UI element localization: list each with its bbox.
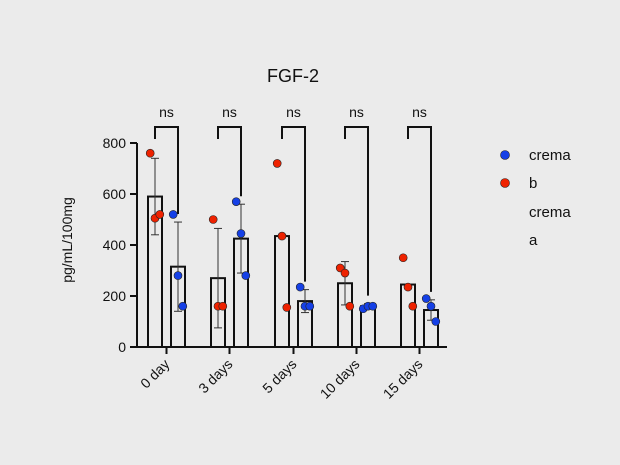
data-point-a	[241, 271, 251, 280]
data-point-a	[368, 301, 378, 311]
y-tick-label: 0	[118, 339, 126, 355]
data-point-a	[295, 282, 305, 292]
data-point-a	[231, 197, 241, 206]
y-tick-label: 400	[103, 237, 127, 253]
significance-bracket	[344, 126, 369, 296]
x-tick-label: 10 days	[317, 356, 363, 402]
chart-title: FGF-2	[267, 66, 319, 86]
bar-b	[274, 235, 290, 348]
y-tick-label: 800	[103, 135, 127, 151]
data-point-b	[277, 231, 287, 241]
significance-bracket	[154, 126, 179, 215]
x-tick-label: 5 days	[259, 356, 299, 396]
significance-label: ns	[286, 104, 301, 120]
bar-b	[400, 283, 416, 348]
data-point-b	[403, 282, 413, 292]
significance-bracket	[281, 126, 306, 282]
data-point-b	[145, 148, 155, 158]
legend-label: crema	[529, 147, 571, 164]
data-point-a	[421, 294, 431, 303]
data-point-a	[426, 301, 436, 311]
data-point-a	[431, 317, 441, 326]
data-point-b	[155, 210, 165, 219]
significance-bracket	[217, 126, 242, 197]
data-point-b	[408, 301, 418, 311]
data-point-a	[173, 271, 183, 280]
legend: crema b crema a	[500, 147, 571, 249]
x-tick-label: 0 day	[137, 356, 173, 392]
data-point-a	[178, 301, 188, 311]
data-point-b	[345, 301, 355, 311]
data-point-b	[218, 301, 228, 311]
data-point-a	[168, 210, 178, 219]
significance-label: ns	[412, 104, 427, 120]
plot-area: 0 200 400 600 800 0 day ns 3 days ns 5 days ns 10 d…	[103, 104, 447, 402]
data-point-b	[340, 268, 350, 278]
x-tick-label: 15 days	[380, 356, 426, 402]
legend-label: crema	[529, 204, 571, 221]
data-point-b	[282, 303, 292, 312]
data-point-b	[272, 159, 282, 168]
y-axis-label: pg/mL/100mg	[59, 197, 75, 283]
legend-label: a	[529, 232, 538, 249]
data-point-a	[236, 229, 246, 238]
significance-label: ns	[159, 104, 174, 120]
significance-label: ns	[222, 104, 237, 120]
legend-marker	[500, 150, 510, 160]
legend-label: b	[529, 175, 537, 192]
significance-bracket	[407, 126, 432, 292]
significance-label: ns	[349, 104, 364, 120]
y-tick-label: 200	[103, 288, 127, 304]
data-point-b	[208, 215, 218, 224]
data-point-a	[305, 301, 315, 311]
x-tick-label: 3 days	[195, 356, 235, 396]
legend-marker	[500, 178, 510, 188]
data-point-b	[398, 253, 408, 263]
y-tick-label: 600	[103, 186, 127, 202]
